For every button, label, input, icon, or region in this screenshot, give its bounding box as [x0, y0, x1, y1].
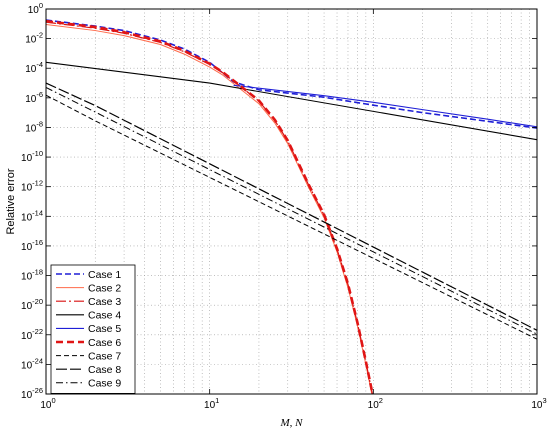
legend-entry-case-3: Case 3 [88, 296, 121, 308]
legend-entry-case-2: Case 2 [88, 282, 121, 294]
grid [46, 9, 537, 394]
y-tick-label: 10-20 [21, 297, 43, 312]
y-tick-label: 10-8 [25, 119, 43, 134]
series-line-case-5 [233, 84, 537, 128]
y-tick-label: 10-22 [21, 327, 43, 342]
y-tick-label: 10-4 [25, 60, 43, 75]
y-axis-label: Relative error [5, 168, 17, 234]
x-tick-label: 100 [40, 396, 55, 411]
y-tick-label: 10-2 [25, 31, 43, 46]
x-tick-label: 103 [531, 396, 546, 411]
y-tick-label: 10-26 [21, 386, 43, 401]
y-tick-label: 10-12 [21, 179, 43, 194]
legend-entry-case-8: Case 8 [88, 364, 121, 376]
legend-entry-case-9: Case 9 [88, 378, 121, 390]
y-tick-label: 10-14 [21, 208, 43, 223]
series-lines [46, 19, 537, 394]
y-tick-label: 10-18 [21, 268, 43, 283]
x-tick-label: 102 [368, 396, 383, 411]
series-line-case-6 [46, 19, 374, 394]
series-line-case-4 [46, 61, 537, 141]
legend-entry-case-6: Case 6 [88, 337, 121, 349]
plot-frame [45, 8, 538, 395]
series-line-case-2 [46, 23, 373, 394]
y-tick-label: 100 [28, 1, 43, 16]
axis-ticks: 100 101 102 103 100 10-2 10-4 10-6 10-8 10-10 10-1… [21, 1, 547, 411]
legend-box [50, 264, 136, 394]
y-tick-label: 10-16 [21, 238, 43, 253]
series-line-case-9 [46, 87, 537, 335]
series-line-case-7 [46, 94, 537, 340]
y-tick-label: 10-6 [25, 90, 43, 105]
legend-entry-case-5: Case 5 [88, 323, 121, 335]
legend-entry-case-4: Case 4 [88, 310, 121, 322]
y-tick-label: 10-10 [21, 149, 43, 164]
x-tick-label: 101 [204, 396, 219, 411]
y-tick-label: 10-24 [21, 356, 43, 371]
series-line-case-8 [46, 82, 537, 331]
x-axis-label: M, N [280, 417, 304, 429]
legend-entry-case-7: Case 7 [88, 350, 121, 362]
series-line-case-1 [46, 19, 537, 129]
legend-entry-case-1: Case 1 [88, 269, 121, 281]
